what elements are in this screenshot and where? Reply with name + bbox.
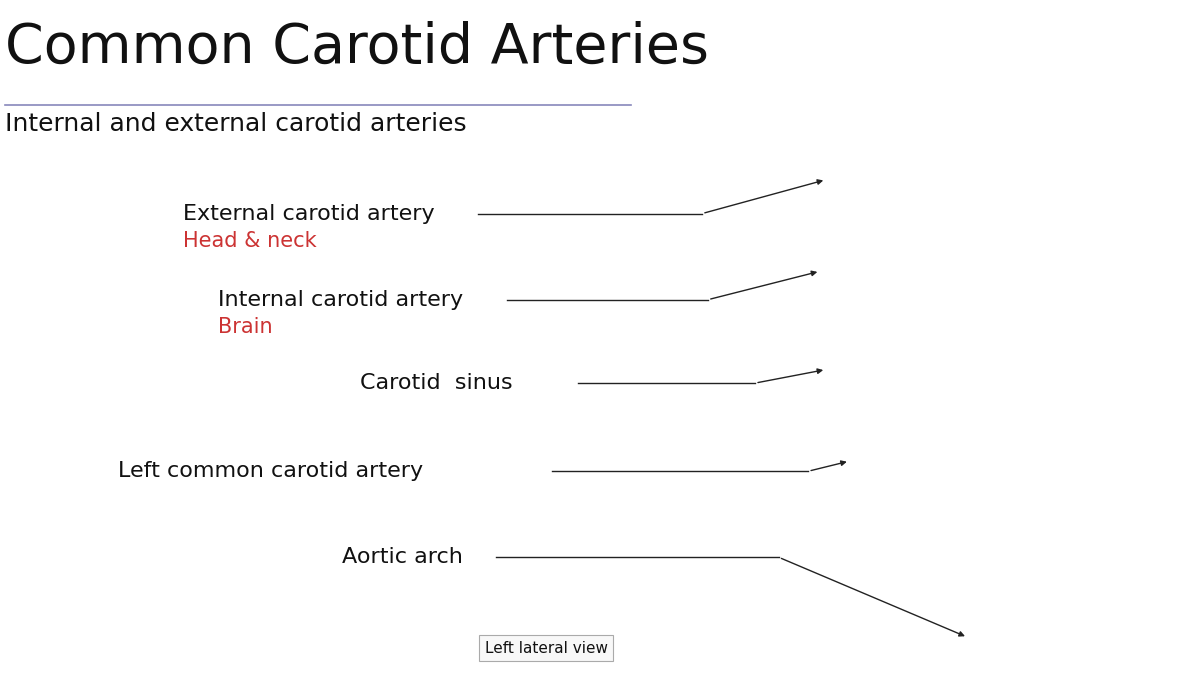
Text: Common Carotid Arteries: Common Carotid Arteries [5, 20, 709, 75]
Text: Internal and external carotid arteries: Internal and external carotid arteries [5, 112, 466, 136]
Text: Aortic arch: Aortic arch [342, 547, 463, 567]
Text: External carotid artery: External carotid artery [183, 203, 434, 224]
Text: Left lateral view: Left lateral view [485, 641, 608, 656]
Text: Left common carotid artery: Left common carotid artery [118, 461, 424, 481]
Text: Internal carotid artery: Internal carotid artery [218, 290, 464, 310]
Text: Carotid  sinus: Carotid sinus [360, 373, 512, 393]
Text: Brain: Brain [218, 317, 273, 337]
Text: Head & neck: Head & neck [183, 231, 316, 251]
